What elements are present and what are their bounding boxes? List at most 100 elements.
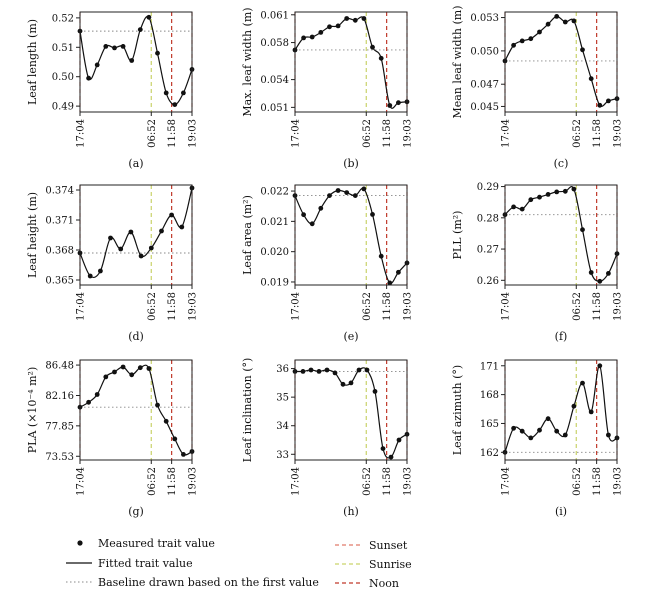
y-axis-label: Leaf inclination (°) (241, 358, 254, 463)
measured-point (554, 189, 560, 195)
measured-point (554, 428, 560, 434)
axes-frame (79, 359, 193, 461)
x-tick-label: 06:52 (147, 119, 158, 148)
measured-point (388, 454, 394, 460)
fitted-line (79, 15, 193, 106)
subplot-caption: (b) (343, 157, 359, 170)
measured-point (580, 47, 585, 53)
x-tick-label: 06:52 (147, 467, 158, 496)
subplot-caption: (i) (555, 505, 567, 518)
y-tick-label: 0.365 (45, 276, 74, 287)
x-tick-label: 19:03 (403, 119, 414, 148)
measured-point (537, 194, 542, 200)
y-tick-label: 0.020 (260, 247, 289, 258)
axes-frame (504, 184, 618, 286)
measured-point (387, 280, 393, 286)
measured-point (169, 212, 175, 218)
x-tick-label: 06:52 (362, 292, 373, 321)
measured-point (327, 24, 332, 30)
subplot-caption: (c) (554, 157, 569, 170)
x-tick-label: 19:03 (188, 119, 199, 148)
x-tick-label: 19:03 (613, 292, 624, 321)
legend: Measured trait value Fitted trait value Ba… (66, 537, 412, 590)
measured-point (146, 14, 152, 20)
subplot-b: 0.051 0.054 0.058 0.061 17:04 06:52 11:58 19:03… (241, 7, 414, 170)
measured-point (606, 98, 611, 104)
measured-point (172, 436, 178, 442)
measured-point (597, 363, 603, 369)
x-tick-label: 19:03 (403, 467, 414, 496)
measured-point (129, 372, 135, 378)
x-tick-label: 17:04 (76, 467, 87, 496)
measured-point (344, 190, 350, 196)
measured-point (301, 35, 306, 41)
y-tick-label: 0.058 (260, 38, 289, 49)
measured-point (120, 44, 126, 49)
y-tick-label: 36 (276, 364, 289, 375)
measured-point (172, 102, 178, 107)
measured-point (340, 381, 346, 387)
measured-point (332, 370, 338, 376)
y-tick-label: 0.054 (260, 75, 289, 86)
measured-point (597, 102, 603, 108)
measured-point (571, 186, 577, 192)
measured-point (301, 212, 306, 218)
y-tick-label: 0.061 (260, 10, 289, 21)
subplot-caption: (d) (128, 330, 144, 343)
axes-frame (79, 11, 193, 113)
measured-point (137, 365, 143, 371)
subplot-caption: (h) (343, 505, 359, 518)
measured-point (380, 446, 386, 451)
subplot-c: 0.045 0.047 0.050 0.053 17:04 06:52 11:58 19:03… (451, 5, 624, 170)
measured-point (580, 227, 585, 233)
measured-point (606, 271, 611, 276)
measured-point (378, 253, 384, 259)
y-tick-label: 0.26 (477, 276, 499, 287)
y-tick-label: 0.27 (477, 245, 499, 256)
measured-point (519, 428, 525, 434)
x-tick-label: 17:04 (501, 292, 512, 321)
fitted-line (504, 15, 618, 107)
legend-sunrise: Sunrise (369, 558, 412, 571)
subplot-d: 0.365 0.368 0.371 0.374 17:04 06:52 11:58 19:03… (26, 184, 199, 343)
subplot-g: 73.53 77.85 82.16 86.48 17:04 06:52 11:58 19:03… (26, 359, 199, 518)
measured-point (344, 16, 350, 21)
measured-point (108, 235, 113, 241)
y-tick-label: 0.52 (52, 13, 74, 24)
measured-point (316, 369, 322, 374)
subplot-f: 0.26 0.27 0.28 0.29 17:04 06:52 11:58 19:03 PLL … (451, 182, 624, 343)
x-tick-label: 17:04 (291, 467, 302, 496)
measured-point (528, 197, 534, 203)
measured-point (545, 192, 551, 197)
y-tick-label: 0.49 (52, 102, 74, 113)
measured-point (348, 380, 354, 386)
measured-point (138, 253, 144, 259)
measured-point (128, 229, 134, 235)
measured-point (571, 18, 577, 24)
x-tick-label: 11:58 (167, 119, 178, 148)
y-tick-label: 0.29 (477, 182, 499, 193)
axes-frame (294, 11, 408, 113)
measured-point (155, 50, 160, 56)
measured-point (537, 29, 542, 35)
fitted-line (294, 16, 408, 109)
measured-point (588, 409, 594, 415)
measured-point (163, 418, 169, 424)
measured-point (86, 399, 91, 405)
measured-point (372, 389, 378, 394)
x-tick-label: 06:52 (572, 119, 583, 148)
x-tick-label: 06:52 (362, 467, 373, 496)
y-tick-label: 35 (276, 393, 289, 404)
subplot-a: 0.49 0.50 0.51 0.52 17:04 06:52 11:58 19:03 Leaf… (26, 11, 199, 170)
y-tick-label: 0.368 (45, 246, 74, 257)
fitted-line (294, 187, 408, 284)
measured-point (318, 205, 324, 211)
x-tick-label: 11:58 (382, 119, 393, 148)
measured-point (370, 212, 375, 217)
measured-point (146, 366, 152, 371)
y-tick-label: 0.50 (52, 72, 74, 83)
measured-point (588, 270, 594, 275)
subplot-caption: (a) (128, 157, 143, 170)
x-tick-label: 17:04 (76, 119, 87, 148)
